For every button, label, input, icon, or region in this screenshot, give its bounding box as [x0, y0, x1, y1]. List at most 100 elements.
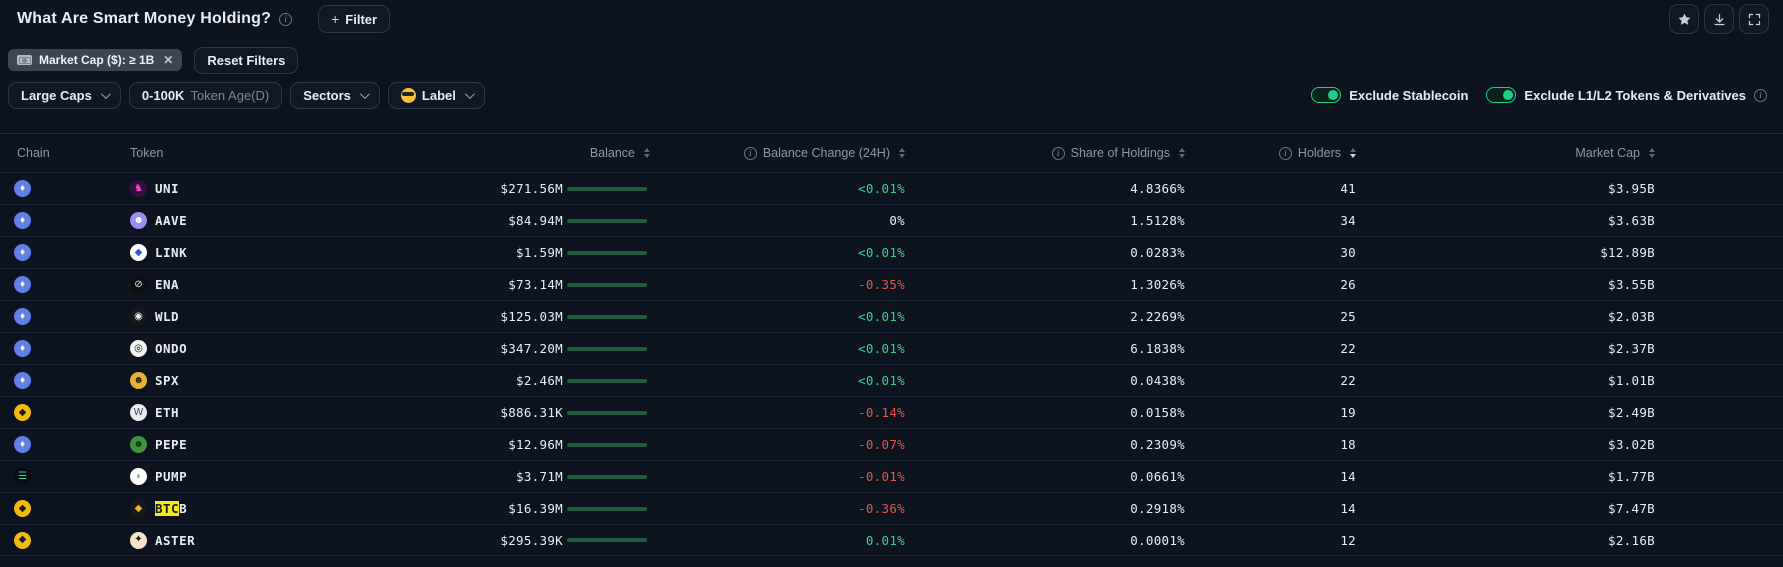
token-cell[interactable]: ◎ ONDO [110, 340, 440, 357]
large-caps-dropdown[interactable]: Large Caps [8, 81, 121, 109]
table-row[interactable]: ♦ ☻ AAVE $84.94M 0% 1.5128% 34 $3.63B [0, 204, 1783, 236]
share-of-holdings-value: 0.2309% [1130, 437, 1185, 452]
balance-change-value: -0.07% [858, 437, 905, 452]
title-info-icon[interactable]: i [279, 12, 293, 26]
column-header-market-cap[interactable]: Market Cap [1356, 146, 1655, 160]
holders-info-icon[interactable]: i [1278, 146, 1292, 160]
ethereum-chain-icon: ♦ [14, 212, 31, 230]
token-cell[interactable]: ✦ ASTER [110, 531, 440, 549]
token-age-label: Token Age(D) [190, 87, 270, 103]
chain-cell: ♦ [0, 372, 110, 390]
token-symbol: BTCB [155, 501, 188, 516]
sort-icon[interactable] [899, 148, 905, 158]
sort-icon-active-desc[interactable] [1350, 148, 1356, 158]
token-cell[interactable]: ◗ PUMP [110, 468, 440, 485]
balance-change-info-icon[interactable]: i [743, 146, 757, 160]
table-row[interactable]: ♦ ◎ ONDO $347.20M <0.01% 6.1838% 22 $2.3… [0, 332, 1783, 364]
table-row[interactable]: ◆ ✦ ASTER $295.39K 0.01% 0.0001% 12 $2.1… [0, 524, 1783, 556]
balance-bar-track [567, 282, 647, 287]
share-of-holdings-value: 1.3026% [1130, 277, 1185, 292]
remove-filter-icon[interactable]: ✕ [163, 53, 174, 67]
market-cap-value: $3.63B [1608, 213, 1655, 228]
token-cell[interactable]: ☻ SPX [110, 372, 440, 389]
token-cell[interactable]: ⊘ ENA [110, 276, 440, 293]
toggle-switch-icon[interactable] [1311, 87, 1342, 103]
balance-bar [563, 218, 663, 223]
toggle-switch-icon[interactable] [1486, 87, 1517, 103]
bnb-chain-icon: ◆ [14, 404, 31, 422]
token-cell[interactable]: ☻ AAVE [110, 212, 440, 229]
column-header-balance[interactable]: Balance [440, 146, 663, 160]
balance-change-value: <0.01% [858, 245, 905, 260]
ethereum-chain-icon: ♦ [14, 340, 31, 358]
reset-filters-button[interactable]: Reset Filters [194, 46, 299, 74]
token-icon: ⊘ [130, 276, 147, 293]
add-filter-button[interactable]: + Filter [318, 5, 391, 33]
balance-bar [563, 314, 663, 319]
token-cell[interactable]: ◉ WLD [110, 308, 440, 325]
balance-bar-track [567, 378, 647, 383]
balance-bar [563, 378, 663, 383]
column-header-balance-change[interactable]: i Balance Change (24H) [663, 146, 905, 160]
download-button[interactable] [1704, 4, 1734, 34]
table-row[interactable]: ♦ ◆ LINK $1.59M <0.01% 0.0283% 30 $12.89… [0, 236, 1783, 268]
balance-bar [563, 442, 663, 447]
token-cell[interactable]: ◆ BTCB [110, 500, 440, 517]
favorite-button[interactable] [1669, 4, 1699, 34]
table-row[interactable]: ♦ ☻ SPX $2.46M <0.01% 0.0438% 22 $1.01B [0, 364, 1783, 396]
holders-value: 14 [1340, 501, 1356, 516]
sectors-label: Sectors [303, 87, 351, 103]
bnb-chain-icon: ◆ [14, 500, 31, 518]
chain-cell: ♦ [0, 244, 110, 262]
table-row[interactable]: ◆ W ETH $886.31K -0.14% 0.0158% 19 $2.49… [0, 396, 1783, 428]
market-cap-value: $3.55B [1608, 277, 1655, 292]
balance-value: $1.59M [516, 245, 563, 260]
column-header-holders[interactable]: i Holders [1185, 146, 1356, 160]
holders-value: 22 [1340, 373, 1356, 388]
filter-chip-label: Market Cap ($): ≥ 1B [39, 53, 155, 67]
exclude-l1l2-toggle[interactable]: Exclude L1/L2 Tokens & Derivatives i [1486, 87, 1767, 103]
label-dropdown[interactable]: Label [387, 81, 485, 109]
balance-value: $2.46M [516, 373, 563, 388]
holders-value: 34 [1340, 213, 1356, 228]
share-of-holdings-value: 0.0283% [1130, 245, 1185, 260]
chain-cell: ♦ [0, 212, 110, 230]
chevron-down-icon [100, 88, 111, 99]
token-cell[interactable]: ♞ UNI [110, 180, 440, 197]
table-row[interactable]: ☰ ◗ PUMP $3.71M -0.01% 0.0661% 14 $1.77B [0, 460, 1783, 492]
table-row[interactable]: ◆ ◆ BTCB $16.39M -0.36% 0.2918% 14 $7.47… [0, 492, 1783, 524]
top-bar: What Are Smart Money Holding? i + Filter [0, 0, 1783, 38]
holders-value: 18 [1340, 437, 1356, 452]
token-cell[interactable]: W ETH [110, 404, 440, 421]
sectors-dropdown[interactable]: Sectors [290, 81, 380, 109]
market-cap-filter-chip[interactable]: Market Cap ($): ≥ 1B ✕ [8, 49, 183, 71]
token-icon: ☻ [130, 372, 147, 389]
token-cell[interactable]: ☻ PEPE [110, 436, 440, 453]
column-header-share[interactable]: i Share of Holdings [905, 146, 1185, 160]
token-age-control[interactable]: 0-100K Token Age(D) [128, 81, 283, 109]
share-info-icon[interactable]: i [1051, 146, 1065, 160]
fullscreen-button[interactable] [1739, 4, 1769, 34]
balance-change-value: <0.01% [858, 309, 905, 324]
table-row[interactable]: ♦ ◉ WLD $125.03M <0.01% 2.2269% 25 $2.03… [0, 300, 1783, 332]
token-cell[interactable]: ◆ LINK [110, 244, 440, 261]
balance-value: $12.96M [508, 437, 563, 452]
balance-bar [563, 474, 663, 479]
filter-button-label: Filter [345, 11, 378, 27]
market-cap-value: $7.47B [1608, 501, 1655, 516]
l1l2-info-icon[interactable]: i [1754, 88, 1767, 102]
balance-bar-track [567, 474, 647, 479]
holders-value: 19 [1340, 405, 1356, 420]
share-of-holdings-value: 0.2918% [1130, 501, 1185, 516]
sort-icon[interactable] [644, 148, 650, 158]
balance-bar-track [567, 346, 647, 351]
exclude-stablecoin-toggle[interactable]: Exclude Stablecoin [1311, 87, 1468, 103]
balance-change-value: -0.35% [858, 277, 905, 292]
table-row[interactable]: ♦ ☻ PEPE $12.96M -0.07% 0.2309% 18 $3.02… [0, 428, 1783, 460]
market-cap-value: $1.77B [1608, 469, 1655, 484]
sort-icon[interactable] [1179, 148, 1185, 158]
table-row[interactable]: ♦ ⊘ ENA $73.14M -0.35% 1.3026% 26 $3.55B [0, 268, 1783, 300]
table-row[interactable]: ♦ ♞ UNI $271.56M <0.01% 4.8366% 41 $3.95… [0, 172, 1783, 204]
sort-icon[interactable] [1649, 148, 1655, 158]
balance-change-value: -0.14% [858, 405, 905, 420]
